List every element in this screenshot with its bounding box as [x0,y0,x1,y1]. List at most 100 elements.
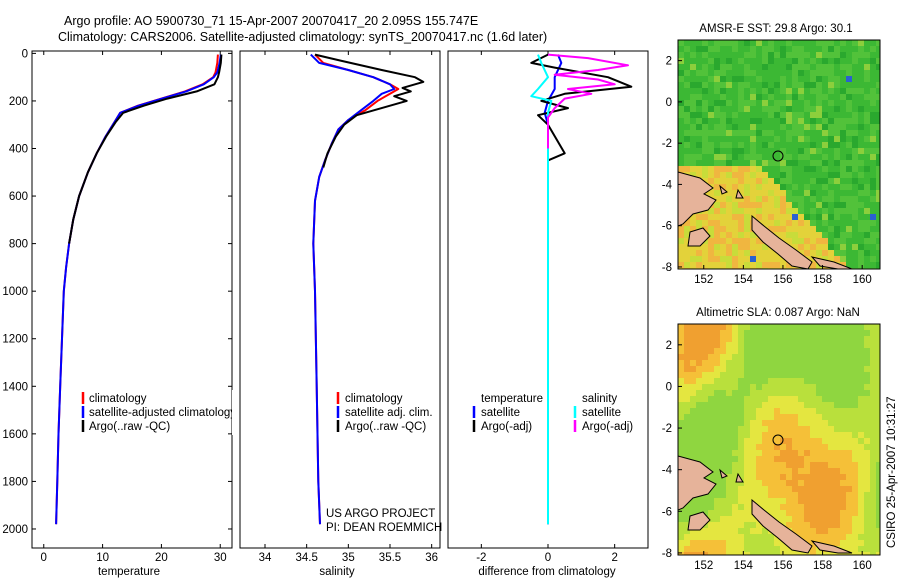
map-pixel [750,250,757,257]
map-pixel [858,444,865,451]
map-pixel [714,366,721,373]
map-pixel [852,378,859,385]
map-pixel [792,330,799,337]
map-pixel [780,52,787,59]
sst-map-coast [678,171,853,269]
map-pixel [846,124,853,131]
map-pixel [702,124,709,131]
map-pixel [750,112,757,119]
map-pixel [864,480,871,487]
map-pixel [822,516,829,523]
map-pixel [684,528,691,535]
map-pixel [864,64,871,71]
map-pixel [792,402,799,409]
map-pixel [762,342,769,349]
map-pixel [732,474,739,481]
map-pixel [834,184,841,191]
map-pixel [864,492,871,499]
map-pixel [720,414,727,421]
map-pixel [768,504,775,511]
map-pixel [756,378,763,385]
map-pixel [864,516,871,523]
map-pixel [768,220,775,227]
map-pixel [780,130,787,137]
map-pixel [876,498,880,505]
map-pixel [864,250,871,257]
map-pixel [714,330,721,337]
map-pixel [714,214,721,221]
map-pixel [852,390,859,397]
map-pixel [732,178,739,185]
map-pixel [852,178,859,185]
map-pixel [810,238,817,245]
map-pixel [858,130,865,137]
map-pixel [744,462,751,469]
map-pixel [828,112,835,119]
map-pixel [762,184,769,191]
map-pixel [828,154,835,161]
map-pixel [708,226,715,233]
map-pixel [834,492,841,499]
map-pixel [834,522,841,529]
map-pixel [834,552,841,555]
map-pixel [786,372,793,379]
map-pixel [864,76,871,83]
map-pixel [684,154,691,161]
map-pixel [696,414,703,421]
map-pixel [828,136,835,143]
map-pixel [690,438,697,445]
map-pixel [768,40,775,47]
map-pixel [690,112,697,119]
map-pixel [870,402,877,409]
map-pixel [732,336,739,343]
map-pixel [834,510,841,517]
map-pixel [744,372,751,379]
map-pixel [756,112,763,119]
map-pixel [786,546,793,553]
map-pixel [750,202,757,209]
map-pixel [750,534,757,541]
map-pixel [804,408,811,415]
map-pixel [864,202,871,209]
map-pixel [876,178,880,185]
map-pixel [696,244,703,251]
map-pixel [756,184,763,191]
map-pixel [756,196,763,203]
map-pixel [786,40,793,47]
map-pixel [792,390,799,397]
map-pixel [738,366,745,373]
map-pixel [678,426,685,433]
map-pixel [876,408,880,415]
map-pixel [750,232,757,239]
map-pixel [780,100,787,107]
map-pixel [858,486,865,493]
map-pixel [732,82,739,89]
map-pixel [720,238,727,245]
map-pixel [858,52,865,59]
map-pixel [834,474,841,481]
map-pixel [834,112,841,119]
map-pixel [798,360,805,367]
map-pixel [792,76,799,83]
map-pixel [768,498,775,505]
map-pixel [810,124,817,131]
map-pixel [708,142,715,149]
map-pixel [876,238,880,245]
map-pixel [858,456,865,463]
map-pixel [726,124,733,131]
map-pixel [756,136,763,143]
map-pixel [834,244,841,251]
map-pixel [690,504,697,511]
map-pixel [852,106,859,113]
map-pixel [786,208,793,215]
map-pixel [846,190,853,197]
map-pixel [750,552,757,555]
map-pixel [810,408,817,415]
map-pixel [864,130,871,137]
map-pixel [828,148,835,155]
map-pixel [852,336,859,343]
map-pixel [678,118,685,125]
map-pixel [834,480,841,487]
map-pixel [846,516,853,523]
